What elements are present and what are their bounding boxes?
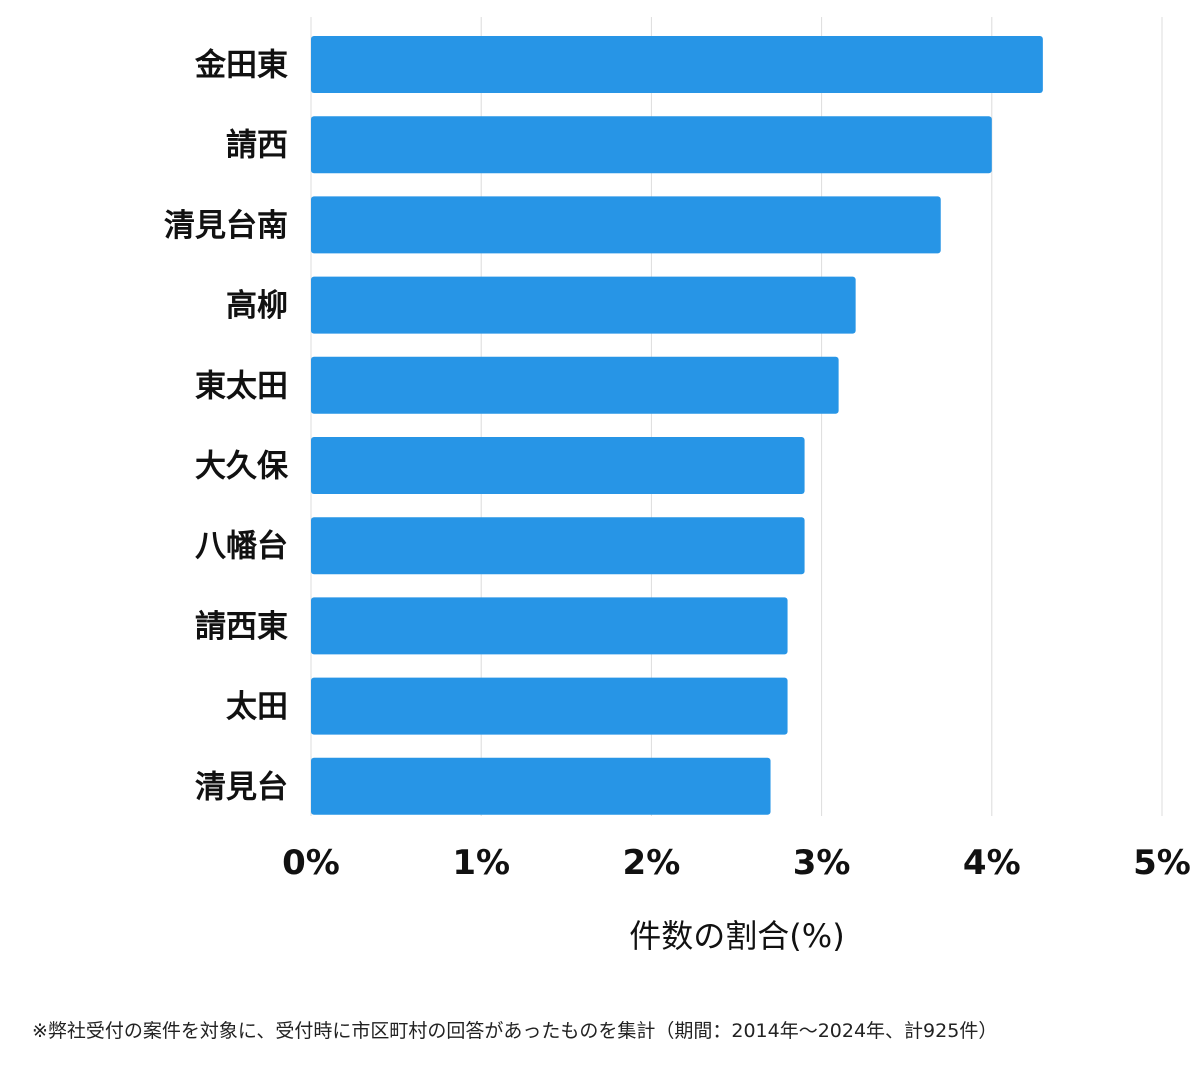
- category-label: 東太田: [195, 368, 288, 404]
- x-tick-label: 5%: [1133, 843, 1191, 883]
- category-label: 請西: [226, 128, 288, 164]
- bar: [311, 517, 805, 575]
- category-label: 清見台: [195, 769, 288, 805]
- category-label: 金田東: [194, 48, 288, 84]
- x-tick-label: 0%: [282, 843, 340, 883]
- bar: [311, 36, 1043, 93]
- x-tick-labels: 0% 1% 2% 3% 4% 5%: [282, 843, 1191, 883]
- bar: [311, 437, 805, 494]
- bar: [311, 276, 856, 334]
- bar: [311, 356, 839, 414]
- footnote: ※弊社受付の案件を対象に、受付時に市区町村の回答があったものを集計（期間：201…: [32, 1020, 998, 1042]
- bar: [311, 597, 788, 655]
- x-tick-label: 4%: [963, 843, 1021, 883]
- x-tick-label: 2%: [623, 843, 681, 883]
- bar: [311, 757, 771, 815]
- bars: [311, 36, 1043, 815]
- x-tick-label: 1%: [452, 843, 510, 883]
- bar: [311, 196, 941, 254]
- category-label: 請西東: [195, 609, 288, 645]
- bar: [311, 677, 788, 735]
- x-tick-label: 3%: [793, 843, 851, 883]
- x-axis-title: 件数の割合(%): [629, 917, 844, 955]
- category-label: 清見台南: [164, 208, 288, 244]
- category-label: 大久保: [195, 449, 289, 485]
- category-label: 太田: [226, 689, 288, 725]
- bar: [311, 116, 992, 174]
- category-label: 八幡台: [195, 529, 288, 565]
- category-label: 高柳: [226, 288, 288, 324]
